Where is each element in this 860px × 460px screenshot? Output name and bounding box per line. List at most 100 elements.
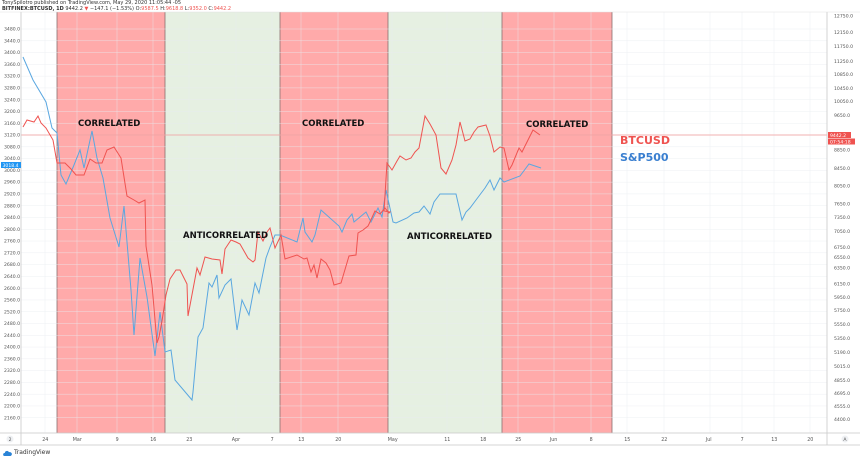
down-arrow-icon: ▼ — [84, 6, 89, 12]
legend-sp500: S&P500 — [620, 151, 669, 164]
right-tick-label: 7050.0 — [834, 229, 850, 235]
publisher-line: TonySpilotro published on TradingView.co… — [2, 0, 182, 6]
bar-countdown-tag — [828, 138, 855, 145]
time-tick-label: 18 — [480, 437, 486, 443]
close-value: 9442.2 — [213, 6, 232, 12]
left-tick-label: 3440.0 — [4, 38, 20, 44]
time-tick-label: 15 — [624, 437, 630, 443]
left-scale-label: 2 — [9, 437, 12, 443]
annotation-anticorrelated-2: ANTICORRELATED — [407, 232, 492, 242]
right-tick-label: 10850.0 — [834, 72, 853, 78]
anticorrelated-band-2 — [388, 12, 502, 433]
time-tick-label: Jun — [549, 437, 558, 443]
right-tick-label: 6750.0 — [834, 245, 850, 251]
left-tick-label: 2600.0 — [4, 286, 20, 292]
left-tick-label: 3400.0 — [4, 50, 20, 56]
correlated-band-3 — [502, 12, 612, 433]
left-current-price-tag — [1, 162, 21, 168]
right-current-price-value: 9442.2 — [830, 133, 846, 139]
close-label: C: — [208, 6, 214, 12]
spx-line — [22, 56, 542, 402]
left-tick-label: 2400.0 — [4, 345, 20, 351]
right-current-price-tag — [828, 132, 851, 138]
right-tick-label: 8050.0 — [834, 184, 850, 190]
left-tick-label: 2680.0 — [4, 262, 20, 268]
time-tick-label: 11 — [444, 437, 450, 443]
left-tick-label: 3160.0 — [4, 121, 20, 127]
right-tick-label: 5350.0 — [834, 336, 850, 342]
right-tick-label: 4400.0 — [834, 417, 850, 423]
left-tick-label: 3040.0 — [4, 156, 20, 162]
left-tick-label: 3120.0 — [4, 133, 20, 139]
left-tick-label: 3240.0 — [4, 97, 20, 103]
right-tick-label: 10450.0 — [834, 86, 853, 92]
right-tick-label: 5190.0 — [834, 350, 850, 356]
btc-line — [22, 114, 541, 344]
correlated-band-2 — [280, 12, 388, 433]
right-tick-label: 6350.0 — [834, 265, 850, 271]
left-tick-label: 2840.0 — [4, 215, 20, 221]
time-tick-label: Apr — [232, 437, 240, 443]
auto-scale-button[interactable] — [841, 435, 849, 443]
open-label: O: — [135, 6, 142, 12]
time-tick-label: 25 — [515, 437, 521, 443]
left-tick-label: 3480.0 — [4, 27, 20, 33]
annotation-correlated-1: CORRELATED — [78, 119, 140, 129]
price-change: −147.1 (−1.53%) — [89, 6, 135, 12]
time-tick-label: Mar — [73, 437, 82, 443]
left-tick-label: 2880.0 — [4, 203, 20, 209]
time-axis-ticks[interactable]: 24 Mar 9 16 23 Apr 7 13 20 May 11 18 25 Jun 8 15 22 Jul 7 1… — [42, 437, 813, 443]
time-tick-label: 13 — [298, 437, 304, 443]
left-tick-label: 2320.0 — [4, 368, 20, 374]
right-tick-label: 9650.0 — [834, 113, 850, 119]
right-tick-label: 5015.0 — [834, 364, 850, 370]
left-tick-label: 2920.0 — [4, 192, 20, 198]
right-tick-label: 11250.0 — [834, 59, 853, 65]
left-tick-label: 2360.0 — [4, 356, 20, 362]
left-tick-label: 3080.0 — [4, 144, 20, 150]
right-tick-label: 7650.0 — [834, 201, 850, 207]
low-value: 9352.0 — [189, 6, 207, 12]
left-current-price-value: 3018.4 — [3, 163, 19, 169]
time-tick-label: 22 — [661, 437, 667, 443]
right-tick-label: 5950.0 — [834, 295, 850, 301]
high-label: H: — [160, 6, 166, 12]
right-tick-label: 4855.0 — [834, 378, 850, 384]
left-tick-label: 2720.0 — [4, 250, 20, 256]
symbol-ohlc-line: BITFINEX:BTCUSD, 1D 9442.2 ▼ −147.1 (−1.… — [2, 6, 231, 12]
left-tick-label: 2280.0 — [4, 380, 20, 386]
left-axis-ticks: 3480.0 3440.0 3400.0 3360.0 3320.0 3280.0 3240… — [4, 27, 20, 422]
high-value: 9618.8 — [165, 6, 184, 12]
left-scale-button[interactable] — [6, 435, 14, 443]
low-label: L: — [184, 6, 190, 12]
time-tick-label: 23 — [186, 437, 192, 443]
right-tick-label: 4555.0 — [834, 404, 850, 410]
right-axis-ticks: 12750.0 12150.0 11750.0 11250.0 10850.0 10450… — [834, 13, 853, 423]
annotation-correlated-3: CORRELATED — [526, 120, 588, 130]
left-tick-label: 2800.0 — [4, 227, 20, 233]
right-tick-label: 7350.0 — [834, 215, 850, 221]
right-tick-label: 4695.0 — [834, 391, 850, 397]
left-price-axis[interactable] — [0, 12, 21, 433]
left-tick-label: 2200.0 — [4, 404, 20, 410]
right-price-axis[interactable] — [827, 12, 860, 433]
right-tick-label: 12750.0 — [834, 13, 853, 19]
cloud-icon — [3, 450, 12, 456]
right-tick-label: 12150.0 — [834, 30, 853, 36]
time-tick-label: 9 — [116, 437, 119, 443]
left-tick-label: 2160.0 — [4, 415, 20, 421]
anticorrelated-band-1 — [165, 12, 280, 433]
left-tick-label: 2640.0 — [4, 274, 20, 280]
right-tick-label: 8450.0 — [834, 166, 850, 172]
auto-scale-label: A — [843, 437, 847, 443]
tradingview-logo[interactable]: TradingView — [3, 449, 50, 456]
region-bands — [56, 12, 613, 433]
legend-btcusd: BTCUSD — [620, 134, 670, 147]
right-tick-label: 8850.0 — [834, 147, 850, 153]
grid-lines — [21, 12, 827, 433]
time-tick-label: 16 — [150, 437, 156, 443]
brand-name: TradingView — [14, 449, 51, 456]
time-tick-label: 24 — [42, 437, 48, 443]
last-price: 9442.2 — [65, 6, 83, 12]
